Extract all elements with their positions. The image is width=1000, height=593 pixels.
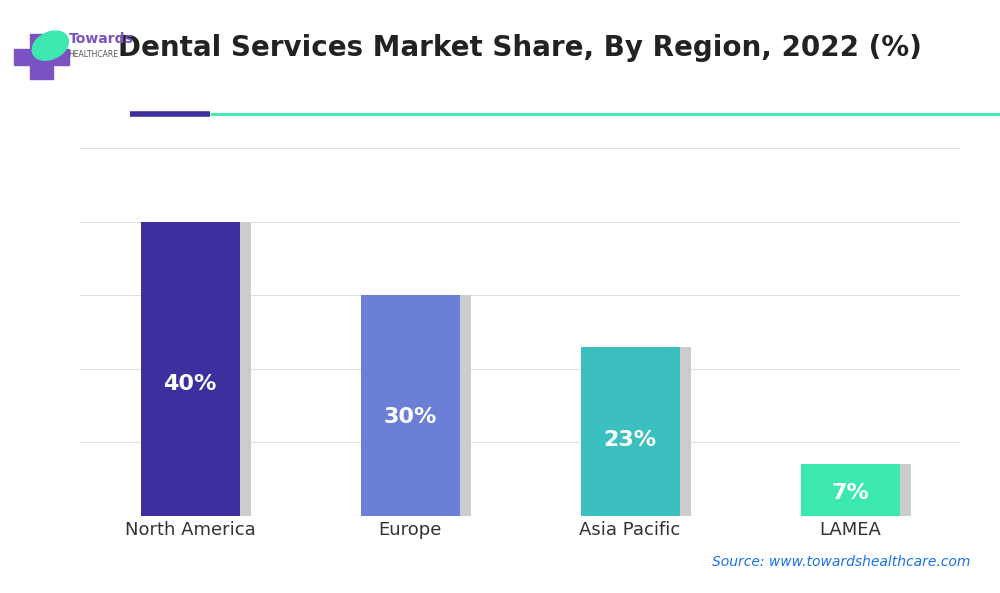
Bar [360, 295, 460, 516]
Text: 23%: 23% [603, 430, 657, 450]
Bar [800, 464, 900, 516]
Text: 30%: 30% [383, 407, 437, 426]
Text: Source: www.towardshealthcare.com: Source: www.towardshealthcare.com [712, 555, 970, 569]
Bar [580, 347, 680, 516]
Text: Dental Services Market Share, By Region, 2022 (%): Dental Services Market Share, By Region,… [118, 34, 922, 62]
Text: 40%: 40% [163, 374, 217, 394]
Bar [147, 222, 250, 519]
Bar [807, 464, 910, 519]
Bar [587, 347, 690, 519]
Text: 7%: 7% [831, 483, 869, 503]
Bar [140, 222, 240, 516]
Text: HEALTHCARE: HEALTHCARE [68, 50, 119, 59]
Text: Towards: Towards [68, 31, 133, 46]
Bar [30, 34, 53, 79]
Ellipse shape [32, 31, 68, 60]
Bar [14, 49, 68, 65]
Bar [367, 295, 471, 519]
